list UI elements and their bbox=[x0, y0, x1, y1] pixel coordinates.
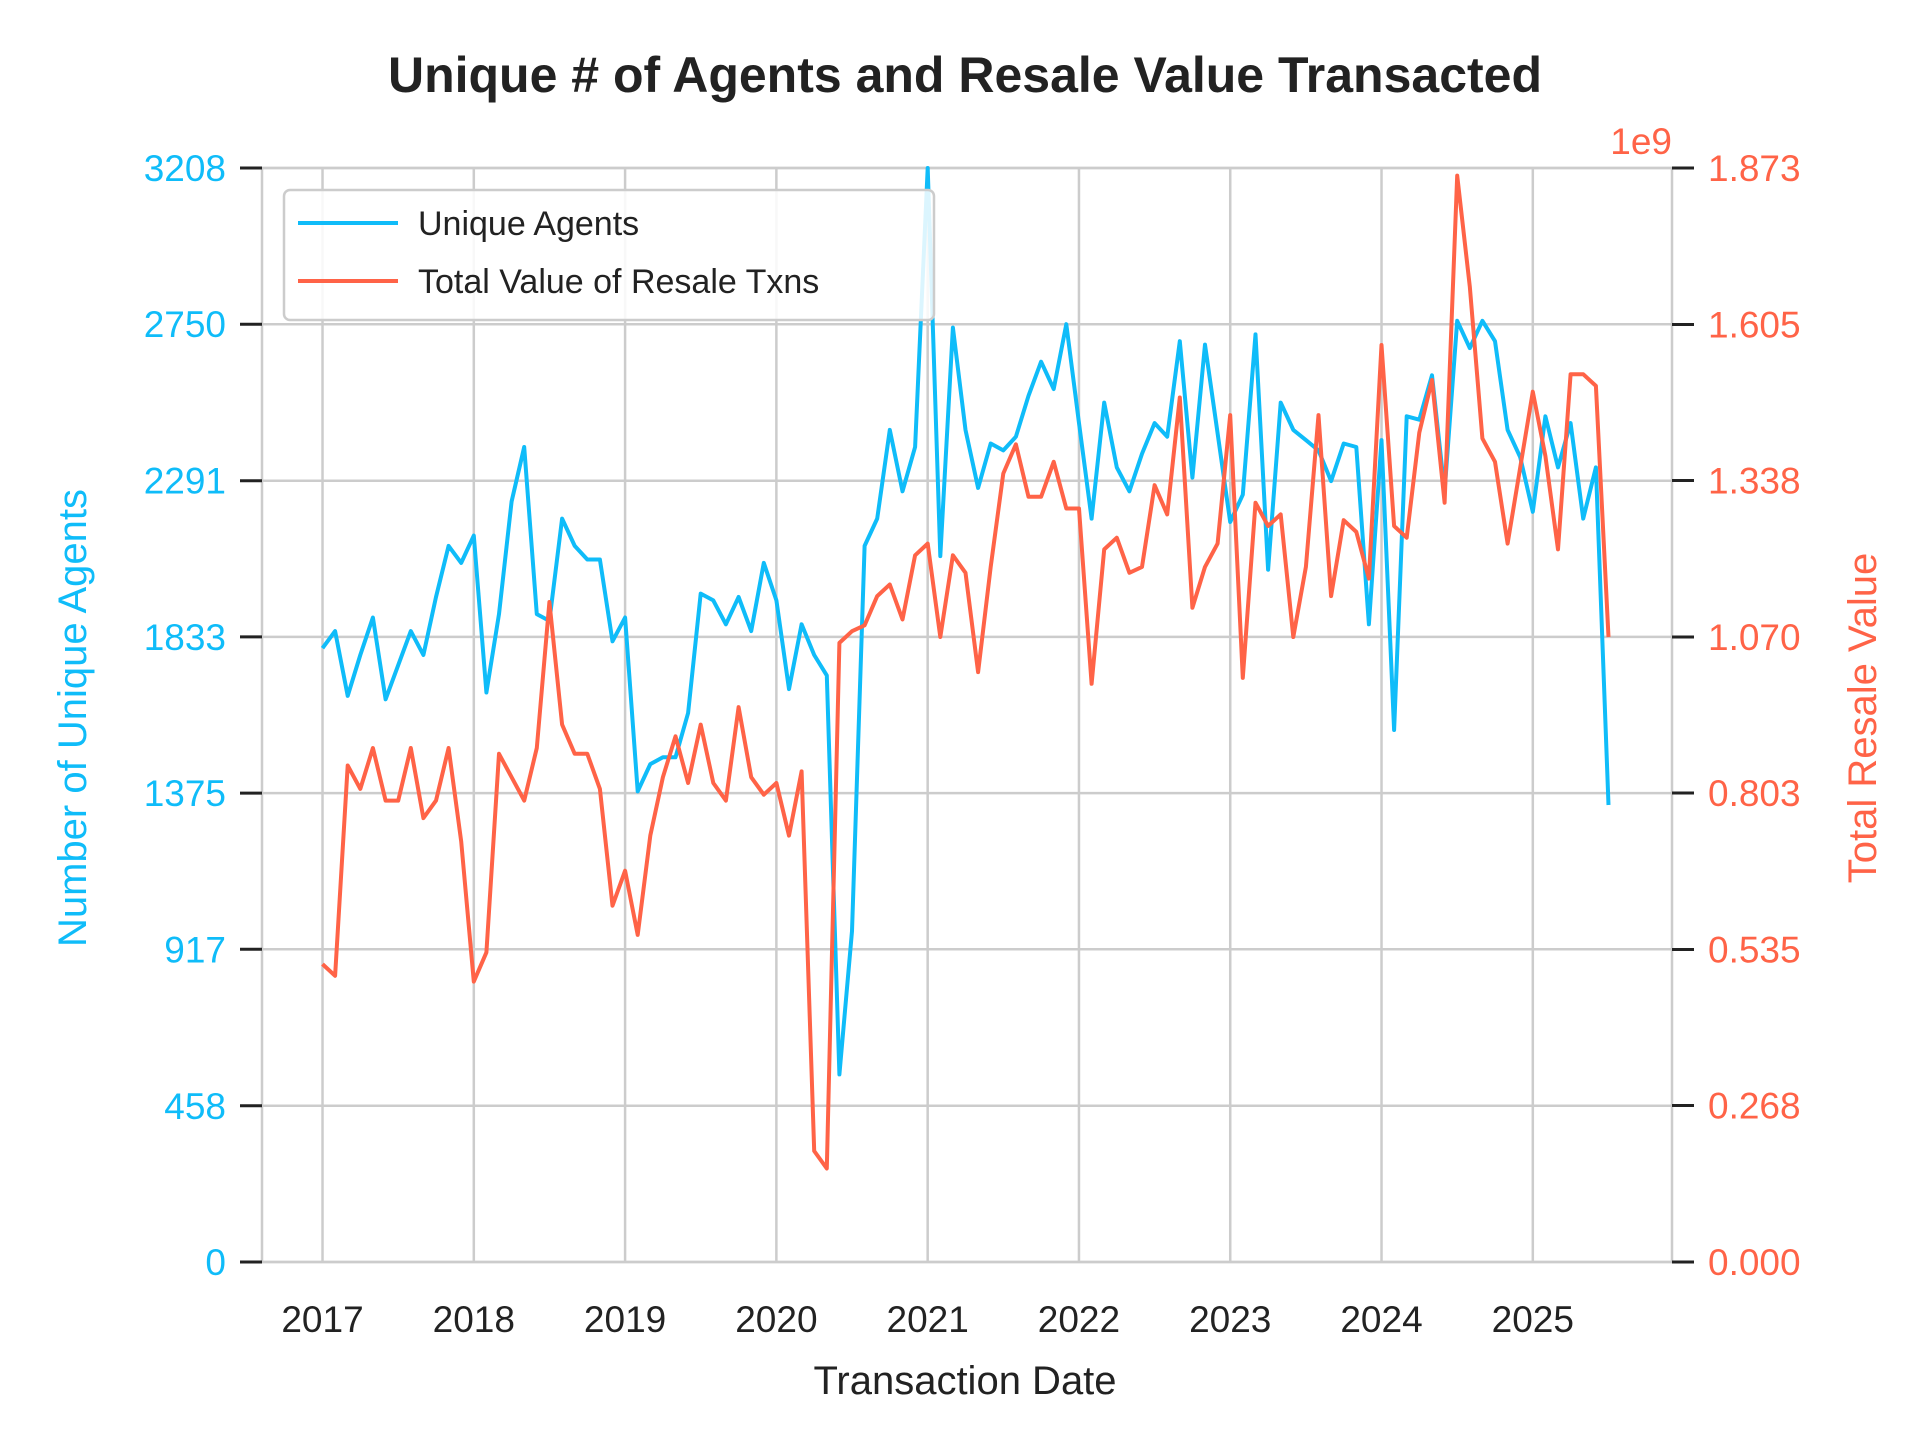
y-left-tick-label: 917 bbox=[164, 929, 226, 970]
y-right-tick-label: 1.070 bbox=[1708, 617, 1801, 658]
x-tick-label: 2020 bbox=[735, 1299, 817, 1340]
x-tick-label: 2025 bbox=[1492, 1299, 1574, 1340]
series-line-unique-agents bbox=[320, 166, 1611, 1077]
y-left-tick-label: 1375 bbox=[144, 773, 226, 814]
x-axis-label: Transaction Date bbox=[813, 1359, 1116, 1403]
y-left-tick-label: 1833 bbox=[144, 617, 226, 658]
legend-label-unique-agents: Unique Agents bbox=[418, 205, 639, 243]
y-left-tick-label: 458 bbox=[164, 1086, 226, 1127]
x-tick-label: 2017 bbox=[281, 1299, 363, 1340]
series-line-total-resale-value bbox=[321, 173, 1611, 1171]
right-axis-multiplier: 1e9 bbox=[1610, 121, 1672, 162]
y-right-tick-label: 1.338 bbox=[1708, 460, 1801, 501]
plot-frame bbox=[260, 166, 1674, 1264]
chart-title: Unique # of Agents and Resale Value Tran… bbox=[388, 47, 1542, 103]
legend: Unique Agents Total Value of Resale Txns bbox=[282, 188, 936, 322]
y-right-tick-label: 0.000 bbox=[1708, 1242, 1801, 1283]
legend-label-total-value: Total Value of Resale Txns bbox=[418, 263, 819, 301]
y-left-tick-label: 2750 bbox=[144, 304, 226, 345]
axis-ticks: 2017 2018 2019 2020 2021 2022 2023 2024 2025 0 458… bbox=[144, 148, 1801, 1340]
y-right-tick-label: 1.873 bbox=[1708, 148, 1801, 189]
series-lines bbox=[320, 166, 1611, 1171]
y-axis-right-label: Total Resale Value bbox=[1841, 553, 1885, 884]
y-left-tick-label: 0 bbox=[205, 1242, 226, 1283]
y-left-tick-label: 3208 bbox=[144, 148, 226, 189]
y-left-tick-label: 2291 bbox=[144, 461, 226, 502]
legend-box bbox=[282, 188, 936, 322]
y-right-tick-label: 0.535 bbox=[1708, 930, 1801, 971]
x-tick-label: 2018 bbox=[433, 1299, 515, 1340]
y-axis-left-label: Number of Unique Agents bbox=[51, 489, 95, 947]
y-right-tick-label: 0.268 bbox=[1708, 1085, 1801, 1126]
x-tick-label: 2019 bbox=[584, 1299, 666, 1340]
x-tick-label: 2021 bbox=[887, 1299, 969, 1340]
y-right-tick-label: 0.803 bbox=[1708, 773, 1801, 814]
x-tick-label: 2022 bbox=[1038, 1299, 1120, 1340]
y-right-tick-label: 1.605 bbox=[1708, 305, 1801, 346]
x-tick-label: 2023 bbox=[1189, 1299, 1271, 1340]
x-tick-label: 2024 bbox=[1340, 1299, 1422, 1340]
